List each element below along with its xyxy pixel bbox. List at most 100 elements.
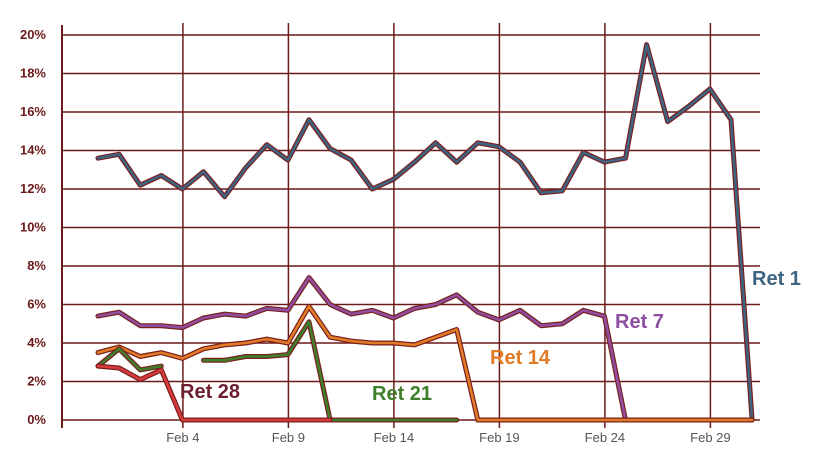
x-tick-label: Feb 19 [479,430,519,445]
data-point [561,419,563,421]
data-point [413,344,416,346]
data-point [287,159,289,161]
y-tick-label: 0% [27,412,46,427]
data-point [287,342,289,344]
data-point [413,419,416,421]
data-point [709,419,711,421]
data-point [181,188,184,190]
data-point [371,188,374,190]
data-point [624,419,627,421]
data-point [413,307,416,310]
data-point [392,317,395,319]
data-point [266,307,268,310]
data-point [434,419,437,421]
data-point [308,321,310,323]
data-point [371,309,374,312]
data-point [266,419,268,421]
data-point [329,303,331,306]
data-point [498,419,500,421]
x-axis-tick-labels: Feb 4 Feb 9 Feb 14 Feb 19 Feb 24 Feb 29 [166,430,730,445]
data-point [97,315,99,317]
label-ret-7: Ret 7 [615,311,664,333]
series-line [96,347,163,372]
data-point [244,342,247,344]
data-point [160,174,163,177]
label-ret-1: Ret 1 [752,268,801,290]
data-point [244,167,247,169]
data-point [118,153,120,156]
series-lines [95,42,755,423]
data-point [181,326,184,329]
data-point [223,195,226,198]
label-ret-21: Ret 21 [372,383,432,405]
data-point [139,184,141,186]
data-point [455,161,458,163]
data-point [329,147,331,150]
data-point [709,88,711,90]
data-point [118,311,120,314]
data-point [308,118,310,121]
data-point [202,348,205,350]
data-point [455,294,458,296]
data-point [160,324,163,327]
data-point [582,419,585,421]
data-point [455,328,458,331]
data-point [498,145,500,148]
data-point [244,419,247,421]
data-point [477,311,479,314]
x-tick-label: Feb 9 [272,430,305,445]
data-point [223,344,226,346]
data-point [392,342,395,344]
data-point [350,313,353,315]
data-point [540,419,542,421]
data-point [455,419,458,421]
data-point [540,324,542,327]
data-point [540,192,542,194]
data-point [139,369,141,371]
data-point [97,351,99,354]
data-point [392,178,395,181]
data-point [413,161,416,163]
data-point [160,369,163,371]
data-point [139,355,141,358]
data-point [666,120,669,123]
data-point [603,161,606,163]
data-point [477,142,479,144]
series-ret-28 [95,363,333,423]
data-point [118,367,120,369]
series-line [96,364,332,422]
data-point [730,419,732,421]
series-line [96,43,754,422]
data-point [371,419,374,421]
data-point [223,419,226,421]
series-outline [95,42,755,423]
data-point [139,378,141,381]
y-axis-tick-labels: 0% 2% 4% 6% 8% 10% 12% 14% 16% 18% 20% [20,27,46,427]
y-tick-label: 6% [27,297,46,312]
data-point [308,305,310,308]
data-point [329,419,331,421]
data-point [392,419,395,421]
data-point [97,365,99,367]
y-tick-label: 2% [27,374,46,389]
data-point [266,355,268,358]
y-tick-label: 18% [20,66,46,81]
data-point [202,170,205,173]
data-point [666,419,669,421]
data-point [244,355,247,358]
x-tick-label: Feb 24 [585,430,625,445]
data-point [688,105,690,107]
data-point [244,315,247,317]
series-line [96,305,754,422]
data-point [97,157,99,159]
data-point [266,338,268,340]
data-point [519,309,521,312]
data-point [266,143,268,146]
data-point [519,419,521,421]
data-point [202,359,205,362]
data-point [181,357,184,360]
data-point [645,419,648,421]
data-point [329,336,331,339]
data-point [202,419,205,421]
